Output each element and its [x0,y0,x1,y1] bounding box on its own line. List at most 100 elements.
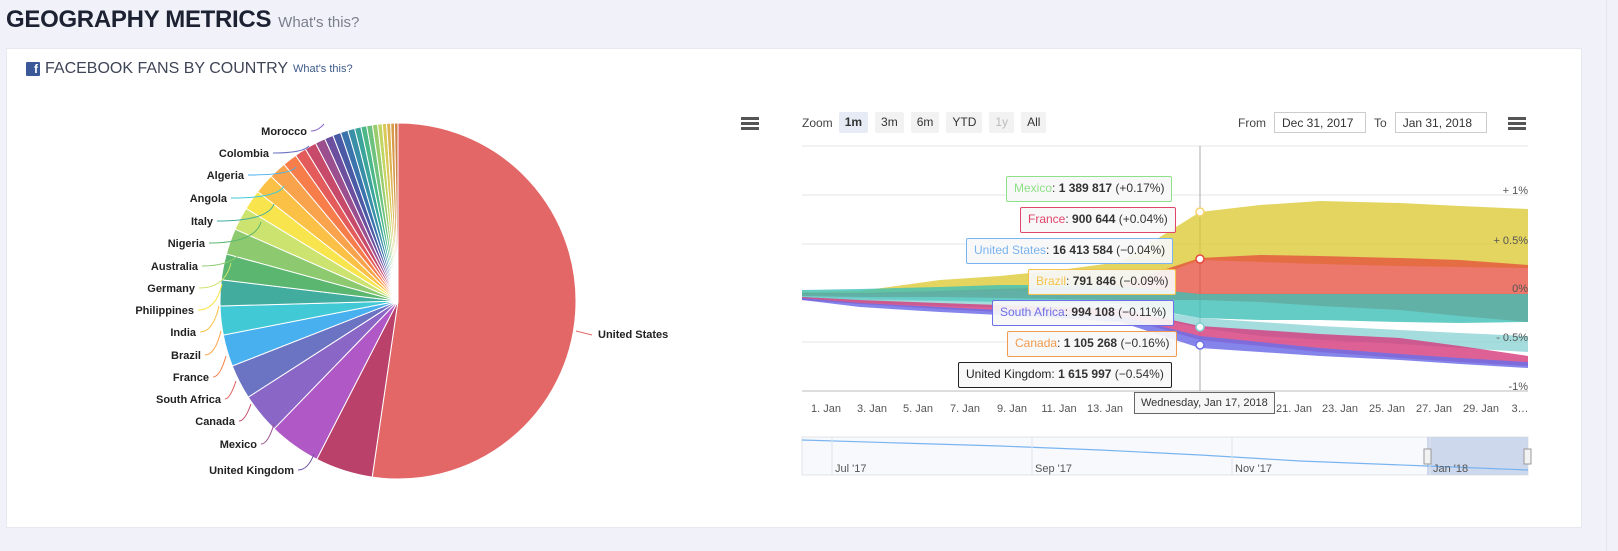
page-help-link[interactable]: What's this? [278,14,360,31]
facebook-icon: f [26,62,40,76]
x-tick-label: 13. Jan [1087,403,1123,415]
pie-connector [260,423,275,445]
date-range: From To [1238,112,1495,133]
pie-label: Mexico [220,439,258,451]
pie-label: Italy [191,216,214,228]
x-tick-label: 9. Jan [997,403,1027,415]
tooltip-change: (−0.11%) [1114,305,1167,319]
tooltip-value: 791 846 [1072,274,1117,288]
pie-connector [272,145,310,154]
pie-label: Nigeria [168,238,206,250]
series-tooltip: Canada: 1 105 268 (−0.16%) [1007,331,1178,357]
pie-label: France [173,372,209,384]
pie-label: Australia [151,261,199,273]
from-label: From [1238,115,1266,130]
zoom-all-button[interactable]: All [1021,112,1047,133]
series-tooltip: South Africa: 994 108 (−0.11%) [992,300,1175,326]
x-tick-label: 23. Jan [1322,403,1358,415]
pie-label: Germany [147,283,196,295]
card-title-text: FACEBOOK FANS BY COUNTRY [45,60,289,77]
zoom-1y-button[interactable]: 1y [989,112,1015,133]
zoom-6m-button[interactable]: 6m [910,112,940,133]
pie-connector [198,262,232,289]
x-tick-label: 1. Jan [811,403,841,415]
pie-slice[interactable] [393,122,399,302]
right-scroll-gutter [1606,0,1618,551]
series-tooltip: United Kingdom: 1 615 997 (−0.54%) [958,362,1172,388]
tooltip-series-name: United States [974,243,1047,257]
x-tick-label: 27. Jan [1416,403,1452,415]
tooltip-value: 1 389 817 [1058,181,1113,195]
pie-connector [212,355,227,378]
tooltip-value: 1 615 997 [1058,367,1112,381]
tooltip-series-name: United Kingdom [966,367,1052,381]
zoom-ytd-button[interactable]: YTD [946,112,983,133]
series-tooltip: France: 900 644 (+0.04%) [1020,207,1176,233]
tooltip-change: (−0.54%) [1111,367,1164,381]
navigator-selection[interactable] [1427,437,1528,475]
navigator-handle[interactable] [1423,448,1432,465]
tooltip-series-name: Brazil [1036,274,1067,288]
pie-label: Brazil [171,350,201,362]
zoom-1m-button[interactable]: 1m [838,112,869,133]
pie-label: Colombia [219,148,270,160]
y-tick-label: 0% [1512,283,1528,295]
pie-label: United Kingdom [209,465,294,477]
hover-marker [1195,322,1205,332]
navigator-area [801,436,1529,476]
navigator-line [801,439,1529,471]
pie-label: India [170,327,197,339]
tooltip-separator: : [1046,243,1053,257]
pie-connector [199,305,220,333]
x-tick-label: 11. Jan [1041,403,1076,415]
to-date-input[interactable] [1394,112,1487,133]
x-tick-label: 25. Jan [1369,403,1405,415]
tooltip-value: 900 644 [1072,212,1116,226]
hover-date-tooltip: Wednesday, Jan 17, 2018 [1134,392,1275,414]
navigator-tick-label: Jul '17 [835,463,866,475]
pie-slice[interactable] [371,122,577,480]
navigator-handle[interactable] [1523,448,1532,465]
series-tooltip: United States: 16 413 584 (−0.04%) [966,238,1174,264]
pie-connector [224,380,237,400]
zoom-label: Zoom [802,115,833,130]
tooltip-value: 16 413 584 [1052,243,1113,257]
pie-connector [230,185,285,199]
y-tick-label: + 1% [1503,185,1529,197]
tooltip-change: (−0.04%) [1112,243,1166,257]
pie-label: Morocco [261,126,307,138]
y-tick-label: + 0.5% [1493,235,1528,247]
tooltip-change: (−0.09%) [1116,274,1169,288]
navigator-tick-label: Jan '18 [1433,463,1468,475]
pie-connector [310,123,325,132]
zoom-3m-button[interactable]: 3m [875,112,904,133]
series-area [802,297,1528,366]
series-tooltip: Mexico: 1 389 817 (+0.17%) [1006,176,1173,202]
pie-connector [247,166,297,176]
page-header: GEOGRAPHY METRICS What's this? [6,6,359,40]
series-tooltip: Brazil: 791 846 (−0.09%) [1028,269,1177,295]
tooltip-separator: : [1052,181,1059,195]
pie-connector [216,203,275,222]
x-tick-label: 5. Jan [903,403,933,415]
pie-label: Algeria [207,170,245,182]
pie-menu-icon[interactable] [741,117,759,131]
tooltip-change: (−0.16%) [1117,336,1170,350]
pie-label: Canada [195,416,236,428]
card-help-link[interactable]: What's this? [293,63,353,75]
to-label: To [1374,115,1387,130]
pie-connector [204,330,222,356]
hover-marker [1195,207,1205,217]
tooltip-separator: : [1065,212,1073,226]
chart-menu-icon[interactable] [1508,117,1526,131]
pie-label: South Africa [156,394,222,406]
x-tick-label: 21. Jan [1276,403,1312,415]
hover-marker [1195,254,1205,264]
tooltip-value: 994 108 [1071,305,1115,319]
x-tick-label: 3… [1511,403,1528,415]
navigator-tick-label: Sep '17 [1035,463,1072,475]
hover-marker [1195,340,1205,350]
from-date-input[interactable] [1274,112,1366,133]
y-tick-label: - 0.5% [1496,332,1528,344]
